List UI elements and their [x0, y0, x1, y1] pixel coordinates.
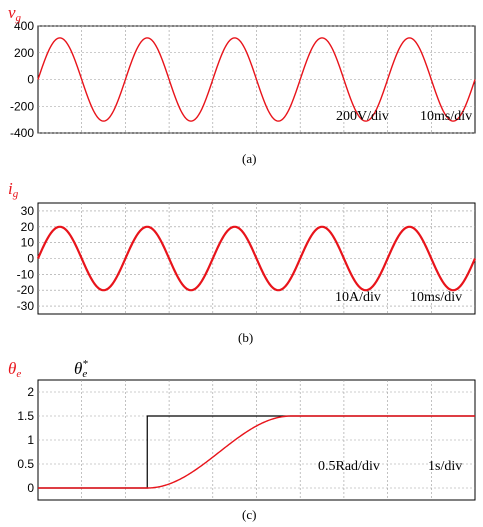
panel-c-reference-sup: *: [82, 358, 88, 370]
y-tick-label: 0: [27, 73, 34, 87]
panel-c: 21.510.50 θe θe* 0.5Rad/div 1s/div (c): [8, 358, 476, 522]
panel-a-signal-sub: g: [16, 12, 22, 24]
y-tick-label: -30: [17, 299, 35, 313]
panel-a-time-per-div: 10ms/div: [420, 109, 472, 124]
panel-b-amps-per-div: 10A/div: [335, 290, 381, 305]
panel-a-signal-symbol: v: [8, 3, 16, 22]
y-tick-label: 20: [21, 220, 35, 234]
panel-c-signal-symbol: θ: [8, 359, 16, 378]
y-tick-label: 1: [27, 433, 34, 447]
panel-c-y-ticks: 2 1.5 1 0.5 0: [17, 385, 34, 495]
panel-c-reference-label: θe*: [74, 358, 88, 380]
y-tick-label: 1.5: [17, 409, 34, 423]
y-tick-label: 2: [27, 385, 34, 399]
panel-b-time-per-div: 10ms/div: [410, 290, 462, 305]
panel-b-current-curve: [36, 225, 477, 292]
y-tick-label: 0: [27, 481, 34, 495]
panel-b: 30 20 10 0-10 -20 -30 ig 10A/div 10ms/div (b): [8, 179, 477, 345]
y-tick-label: 0: [27, 252, 34, 266]
y-tick-label: 10: [21, 236, 35, 250]
panel-b-y-ticks: 30 20 10 0-10 -20 -30: [17, 204, 35, 313]
y-tick-label: 200: [14, 46, 34, 60]
panel-a-caption: (a): [242, 151, 256, 166]
panel-c-reference-sub: e: [82, 368, 87, 380]
panel-a-volts-per-div: 200V/div: [336, 109, 389, 124]
y-tick-label: -200: [10, 99, 34, 113]
panel-c-signal-label: θe: [8, 359, 21, 380]
panel-b-signal-label: ig: [8, 179, 19, 200]
y-tick-label: 400: [14, 19, 34, 33]
panel-c-estimated-angle-curve: [38, 415, 475, 489]
panel-c-reference-symbol: θ: [74, 359, 82, 378]
panel-a: 400 200 0 -200 -400 vg 200V/div 10ms/div (a): [8, 3, 476, 166]
y-tick-label: -400: [10, 126, 34, 140]
panel-c-rad-per-div: 0.5Rad/div: [318, 459, 380, 474]
panel-c-caption: (c): [242, 507, 256, 522]
y-tick-label: 30: [21, 204, 35, 218]
panel-a-y-ticks: 400 200 0 -200 -400: [10, 19, 34, 140]
panel-b-signal-symbol: i: [8, 179, 13, 198]
y-tick-label: 0.5: [17, 457, 34, 471]
y-tick-label: -20: [17, 283, 35, 297]
panel-b-grid: [38, 203, 475, 314]
panel-a-signal-label: vg: [8, 3, 22, 24]
panel-c-time-per-div: 1s/div: [428, 459, 462, 474]
panel-b-signal-sub: g: [13, 188, 19, 200]
panel-c-grid: [38, 380, 475, 500]
panel-a-voltage-curve: [37, 37, 476, 122]
panel-a-grid: [38, 25, 475, 134]
y-tick-label: -10: [17, 267, 35, 281]
panel-c-signal-sub: e: [16, 368, 21, 380]
panel-b-caption: (b): [238, 330, 253, 345]
